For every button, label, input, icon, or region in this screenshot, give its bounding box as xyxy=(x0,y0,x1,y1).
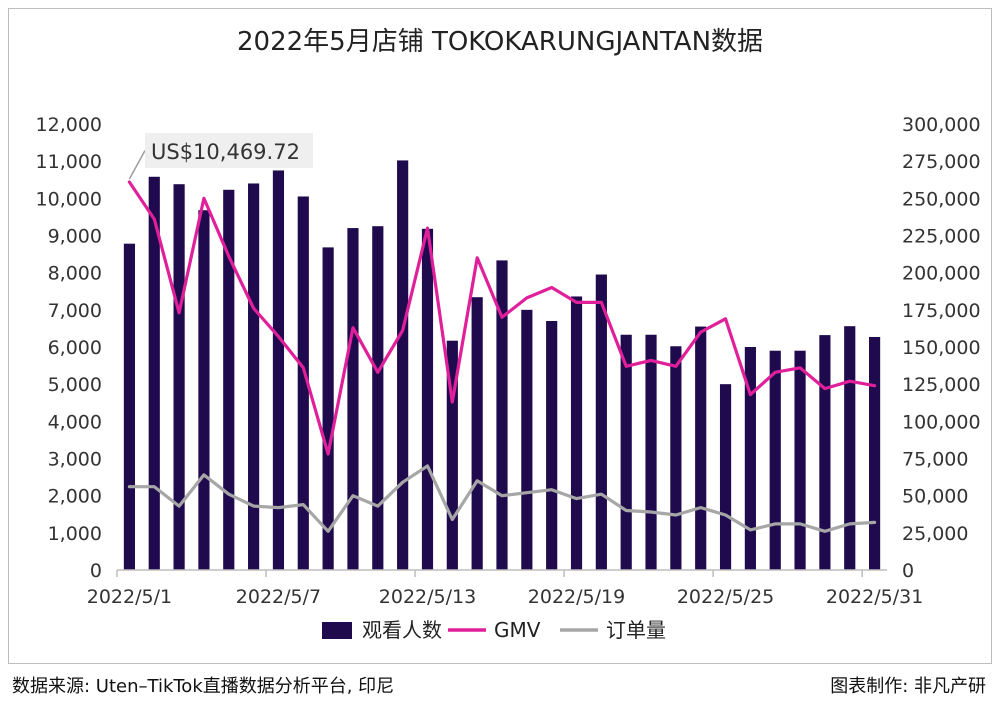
left-axis-tick-label: 2,000 xyxy=(48,486,102,508)
bar-viewers xyxy=(521,309,533,570)
annotation-label: US$10,469.72 xyxy=(151,140,300,164)
bar-viewers xyxy=(496,260,508,570)
right-axis-tick-label: 75,000 xyxy=(902,449,968,471)
left-axis-tick-label: 10,000 xyxy=(36,188,102,210)
left-axis-tick-label: 9,000 xyxy=(48,226,102,248)
left-axis-tick-label: 8,000 xyxy=(48,263,102,285)
left-axis-tick-label: 3,000 xyxy=(48,449,102,471)
x-axis-tick-label: 2022/5/31 xyxy=(826,586,923,608)
bar-viewers xyxy=(670,346,682,570)
bar-viewers xyxy=(322,247,334,571)
bar-viewers xyxy=(272,170,285,571)
right-axis-tick-label: 100,000 xyxy=(902,411,981,433)
gmv-line xyxy=(127,180,877,456)
bar-viewers xyxy=(297,196,309,570)
data-source-note: 数据来源: Uten–TikTok直播数据分析平台, 印尼 xyxy=(12,676,395,697)
orders-line xyxy=(127,464,877,533)
bar-viewers xyxy=(123,243,136,570)
bar-viewers xyxy=(421,228,434,570)
right-axis-tick-label: 250,000 xyxy=(902,188,981,210)
legend-label-viewers: 观看人数 xyxy=(362,618,442,642)
right-axis-tick-label: 125,000 xyxy=(902,374,981,396)
right-axis-tick-label: 200,000 xyxy=(902,263,981,285)
bar-viewers xyxy=(868,336,881,570)
annotation-box xyxy=(145,133,313,168)
bar-viewers xyxy=(223,189,235,570)
legend-label-gmv: GMV xyxy=(494,618,541,642)
bar-viewers xyxy=(620,334,632,570)
bar-viewers xyxy=(173,184,185,570)
bar-viewers xyxy=(819,335,831,570)
x-axis-tick-label: 2022/5/1 xyxy=(87,586,172,608)
right-axis-tick-label: 150,000 xyxy=(902,337,981,359)
bar-viewers xyxy=(372,226,384,571)
bar-viewers xyxy=(248,183,260,570)
bar-viewers xyxy=(397,160,409,570)
left-axis-tick-label: 11,000 xyxy=(36,151,102,173)
bar-viewers xyxy=(546,320,558,570)
bar-viewers xyxy=(198,210,210,570)
right-axis-tick-label: 225,000 xyxy=(902,226,981,248)
bar-viewers xyxy=(148,176,160,570)
left-axis-tick-label: 4,000 xyxy=(48,411,102,433)
bar-viewers xyxy=(844,326,856,570)
bar-viewers xyxy=(695,326,707,570)
x-axis-tick-label: 2022/5/25 xyxy=(677,586,774,608)
legend-swatch-viewers xyxy=(322,622,352,639)
right-axis-tick-label: 50,000 xyxy=(902,486,968,508)
bar-viewers xyxy=(595,274,607,570)
annotation-leader xyxy=(128,150,146,180)
bar-viewers xyxy=(794,350,806,570)
left-axis-tick-label: 6,000 xyxy=(48,337,102,359)
x-axis-tick-label: 2022/5/7 xyxy=(236,586,321,608)
left-axis-tick-label: 1,000 xyxy=(48,523,102,545)
right-axis-tick-label: 275,000 xyxy=(902,151,981,173)
right-axis-tick-label: 0 xyxy=(902,560,914,582)
bar-viewers xyxy=(645,334,657,570)
x-axis-tick-label: 2022/5/13 xyxy=(379,586,476,608)
x-axis-tick-label: 2022/5/19 xyxy=(528,586,625,608)
bar-viewers xyxy=(744,347,756,570)
bar-viewers xyxy=(769,350,781,570)
bar-viewers xyxy=(719,384,732,570)
left-axis-tick-label: 5,000 xyxy=(48,374,102,396)
chart-title: 2022年5月店铺 TOKOKARUNGJANTAN数据 xyxy=(237,27,763,57)
bar-viewers xyxy=(471,297,483,570)
legend-label-orders: 订单量 xyxy=(606,618,666,642)
bar-viewers xyxy=(347,228,359,571)
right-axis-tick-label: 175,000 xyxy=(902,300,981,322)
left-axis-tick-label: 0 xyxy=(90,560,102,582)
right-axis-tick-label: 300,000 xyxy=(902,114,981,136)
bar-viewers xyxy=(446,340,458,570)
left-axis-tick-label: 12,000 xyxy=(36,114,102,136)
chart-credit-note: 图表制作: 非凡产研 xyxy=(830,676,986,697)
left-axis-tick-label: 7,000 xyxy=(48,300,102,322)
bar-viewers xyxy=(570,296,583,570)
right-axis-tick-label: 25,000 xyxy=(902,523,968,545)
